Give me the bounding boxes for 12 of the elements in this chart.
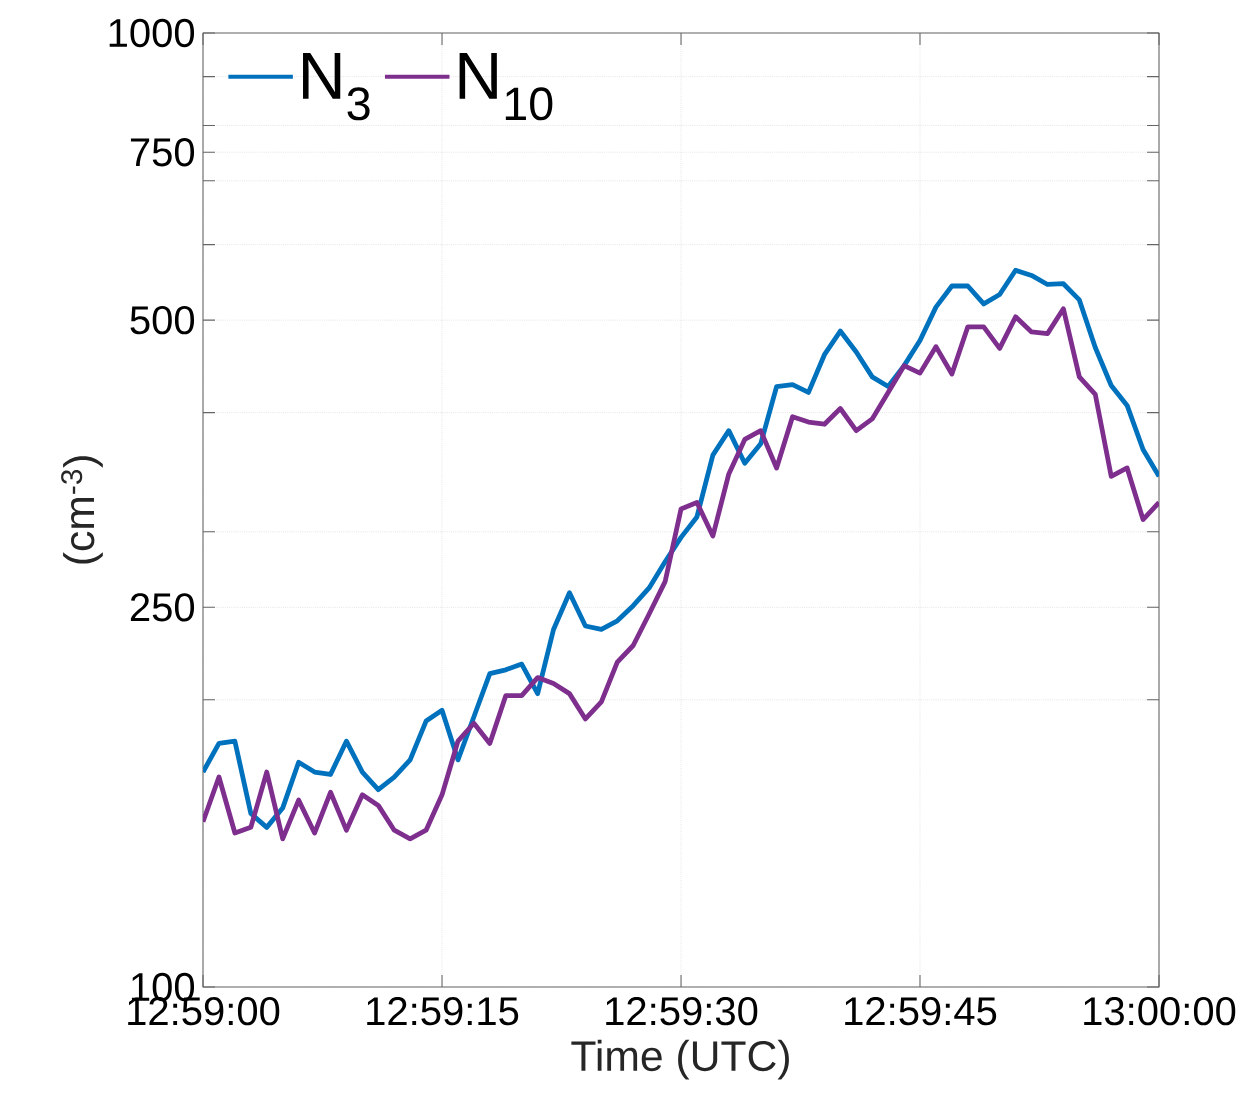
x-tick-label: 12:59:30 xyxy=(606,997,758,1026)
x-tick-label: 12:59:15 xyxy=(367,997,519,1026)
x-tick-label: 13:00:00 xyxy=(1084,997,1236,1026)
y-tick-label: 250 xyxy=(130,593,195,622)
y-tick-label: 1000 xyxy=(109,18,195,48)
legend-label: N$_{3}$ xyxy=(303,52,370,121)
legend-label: N$_{10}$ xyxy=(459,52,553,121)
x-axis-title: Time (UTC) xyxy=(571,1039,789,1080)
y-tick-label: 500 xyxy=(130,305,195,335)
y-tick-label: 750 xyxy=(130,138,195,167)
x-tick-label: 12:59:45 xyxy=(845,997,997,1026)
y-axis-title: (cm$^{-3}$) xyxy=(61,456,103,564)
